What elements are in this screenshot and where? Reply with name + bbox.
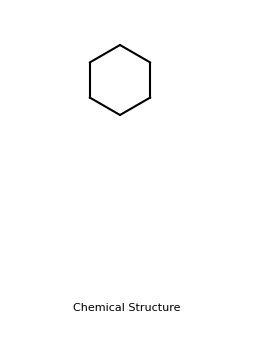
Text: Chemical Structure: Chemical Structure — [73, 303, 181, 313]
